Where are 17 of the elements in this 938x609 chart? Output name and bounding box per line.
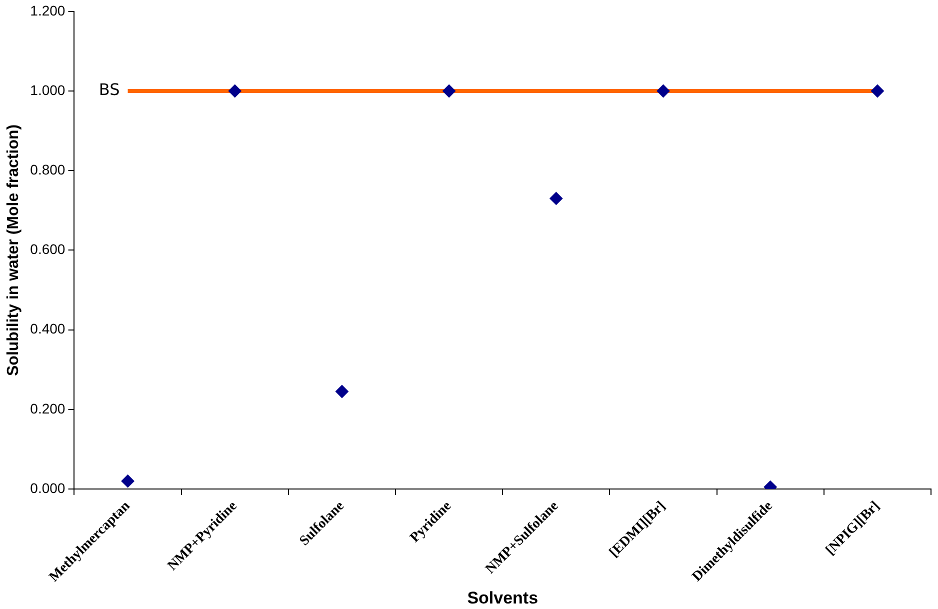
y-tick-label: 0.000	[30, 480, 66, 496]
y-tick-label: 0.800	[30, 161, 66, 178]
y-tick-label: 1.200	[30, 2, 66, 18]
point	[335, 385, 348, 398]
y-tick-label: 0.200	[30, 400, 66, 416]
series-label: BS	[98, 80, 120, 100]
y-tick-label: 0.600	[30, 241, 66, 258]
y-tick-label: 0.400	[30, 320, 66, 337]
point	[121, 474, 134, 488]
point	[442, 84, 456, 98]
y-axis-title: Solubility in water (Mole fraction)	[5, 124, 22, 376]
point	[870, 84, 884, 98]
point	[656, 84, 670, 98]
point	[228, 84, 242, 98]
point	[550, 192, 563, 205]
y-tick-label: 1.000	[30, 82, 66, 98]
x-axis-title: Solvents	[467, 588, 538, 608]
